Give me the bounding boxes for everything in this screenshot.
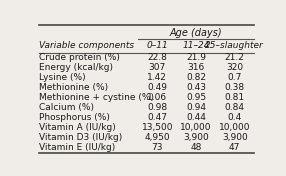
Text: Calcium (%): Calcium (%) bbox=[39, 103, 94, 112]
Text: 1.42: 1.42 bbox=[147, 73, 167, 82]
Text: 11–24: 11–24 bbox=[182, 41, 210, 50]
Text: Variable components: Variable components bbox=[39, 41, 134, 50]
Text: Vitamin D3 (IU/kg): Vitamin D3 (IU/kg) bbox=[39, 133, 122, 142]
Text: 73: 73 bbox=[152, 143, 163, 152]
Text: 10,000: 10,000 bbox=[219, 123, 251, 132]
Text: 48: 48 bbox=[190, 143, 202, 152]
Text: Energy (kcal/kg): Energy (kcal/kg) bbox=[39, 63, 113, 72]
Text: 3,900: 3,900 bbox=[183, 133, 209, 142]
Text: 0.44: 0.44 bbox=[186, 113, 206, 122]
Text: 25–slaughter: 25–slaughter bbox=[205, 41, 264, 50]
Text: Methionine (%): Methionine (%) bbox=[39, 83, 108, 92]
Text: 21.9: 21.9 bbox=[186, 53, 206, 62]
Text: Vitamin E (IU/kg): Vitamin E (IU/kg) bbox=[39, 143, 115, 152]
Text: 0.95: 0.95 bbox=[186, 93, 206, 102]
Text: 13,500: 13,500 bbox=[142, 123, 173, 132]
Text: 0.81: 0.81 bbox=[225, 93, 245, 102]
Text: 10,000: 10,000 bbox=[180, 123, 212, 132]
Text: 0–11: 0–11 bbox=[146, 41, 168, 50]
Text: 22.8: 22.8 bbox=[147, 53, 167, 62]
Text: 316: 316 bbox=[187, 63, 205, 72]
Text: 21.2: 21.2 bbox=[225, 53, 245, 62]
Text: 0.98: 0.98 bbox=[147, 103, 167, 112]
Text: 1.06: 1.06 bbox=[147, 93, 167, 102]
Text: Vitamin A (IU/kg): Vitamin A (IU/kg) bbox=[39, 123, 116, 132]
Text: 0.82: 0.82 bbox=[186, 73, 206, 82]
Text: 0.47: 0.47 bbox=[147, 113, 167, 122]
Text: 0.43: 0.43 bbox=[186, 83, 206, 92]
Text: 0.94: 0.94 bbox=[186, 103, 206, 112]
Text: Crude protein (%): Crude protein (%) bbox=[39, 53, 120, 62]
Text: Lysine (%): Lysine (%) bbox=[39, 73, 86, 82]
Text: 0.84: 0.84 bbox=[225, 103, 245, 112]
Text: 47: 47 bbox=[229, 143, 241, 152]
Text: 0.4: 0.4 bbox=[228, 113, 242, 122]
Text: Phosphorus (%): Phosphorus (%) bbox=[39, 113, 110, 122]
Text: 320: 320 bbox=[226, 63, 243, 72]
Text: Methionine + cystine (%): Methionine + cystine (%) bbox=[39, 93, 154, 102]
Text: 3,900: 3,900 bbox=[222, 133, 248, 142]
Text: 307: 307 bbox=[149, 63, 166, 72]
Text: 0.38: 0.38 bbox=[225, 83, 245, 92]
Text: 4,950: 4,950 bbox=[144, 133, 170, 142]
Text: 0.7: 0.7 bbox=[228, 73, 242, 82]
Text: Age (days): Age (days) bbox=[170, 28, 222, 38]
Text: 0.49: 0.49 bbox=[147, 83, 167, 92]
